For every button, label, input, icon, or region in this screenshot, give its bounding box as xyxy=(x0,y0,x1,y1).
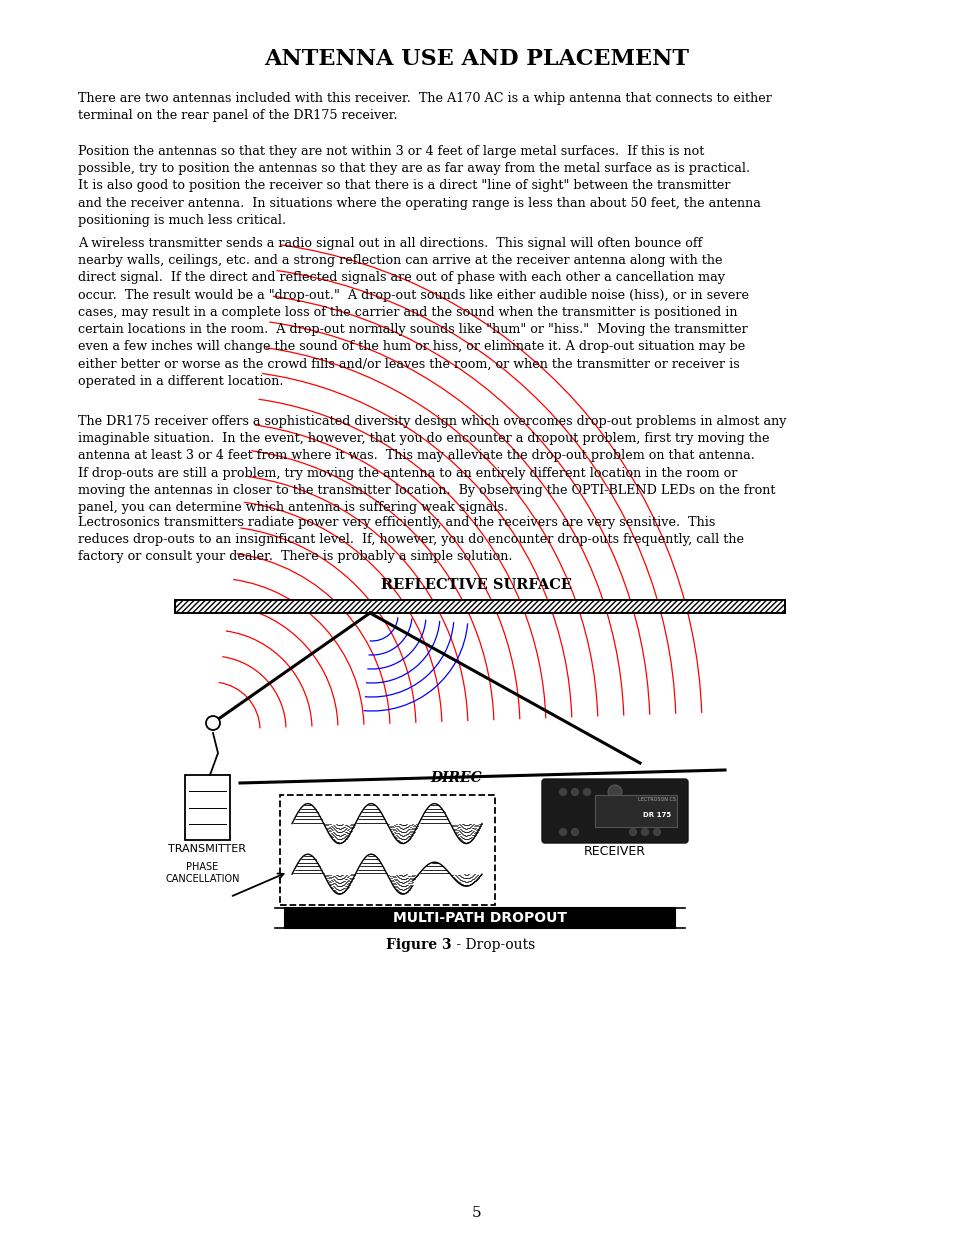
Bar xyxy=(174,600,784,613)
Circle shape xyxy=(640,829,648,836)
Circle shape xyxy=(607,785,621,799)
Text: Position the antennas so that they are not within 3 or 4 feet of large metal sur: Position the antennas so that they are n… xyxy=(78,144,760,227)
Circle shape xyxy=(571,788,578,795)
Text: Figure 3: Figure 3 xyxy=(386,939,452,952)
Circle shape xyxy=(571,829,578,836)
Circle shape xyxy=(653,829,659,836)
Text: MULTI-PATH DROPOUT: MULTI-PATH DROPOUT xyxy=(393,911,566,925)
Text: A wireless transmitter sends a radio signal out in all directions.  This signal : A wireless transmitter sends a radio sig… xyxy=(78,237,748,388)
Text: DIREC: DIREC xyxy=(430,771,481,785)
Text: REFLECTIVE SURFACE: REFLECTIVE SURFACE xyxy=(381,578,572,592)
Text: The DR175 receiver offers a sophisticated diversity design which overcomes drop-: The DR175 receiver offers a sophisticate… xyxy=(78,415,785,514)
Circle shape xyxy=(558,788,566,795)
Bar xyxy=(280,795,495,905)
Circle shape xyxy=(558,829,566,836)
Text: ANTENNA USE AND PLACEMENT: ANTENNA USE AND PLACEMENT xyxy=(264,48,689,70)
Circle shape xyxy=(583,788,590,795)
Bar xyxy=(174,600,784,613)
Text: DR 175: DR 175 xyxy=(642,813,670,818)
Circle shape xyxy=(629,829,636,836)
Text: PHASE
CANCELLATION: PHASE CANCELLATION xyxy=(165,862,239,883)
Text: - Drop-outs: - Drop-outs xyxy=(452,939,535,952)
Text: TRANSMITTER: TRANSMITTER xyxy=(169,844,246,853)
Text: LECTROSON CS: LECTROSON CS xyxy=(638,797,676,802)
Bar xyxy=(185,776,230,840)
Text: Lectrosonics transmitters radiate power very efficiently, and the receivers are : Lectrosonics transmitters radiate power … xyxy=(78,516,743,563)
Bar xyxy=(285,908,675,927)
Text: RECEIVER: RECEIVER xyxy=(583,845,645,858)
FancyBboxPatch shape xyxy=(541,779,687,844)
Circle shape xyxy=(206,716,220,730)
Text: There are two antennas included with this receiver.  The A170 AC is a whip anten: There are two antennas included with thi… xyxy=(78,91,771,122)
Bar xyxy=(595,795,677,827)
Text: 5: 5 xyxy=(472,1207,481,1220)
